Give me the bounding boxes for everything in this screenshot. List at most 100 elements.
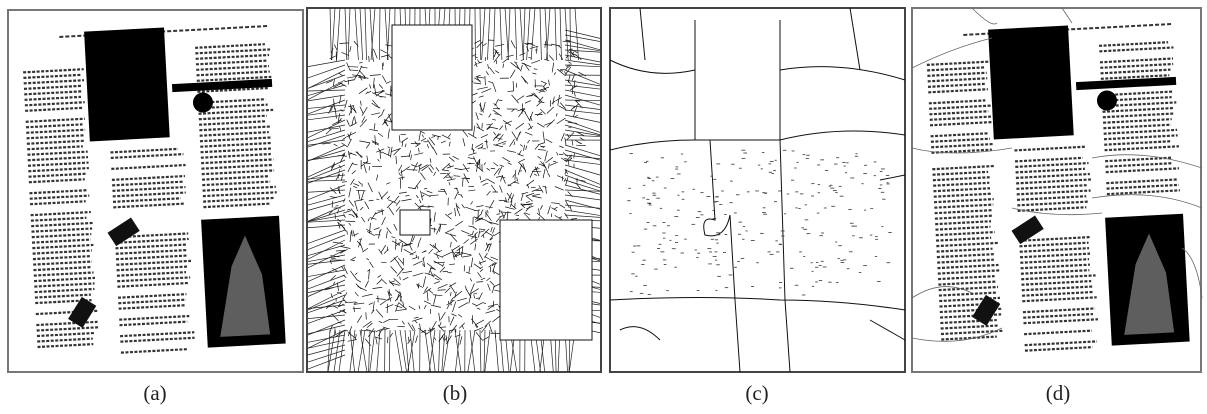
voronoi-edge xyxy=(347,208,351,211)
voronoi-edge xyxy=(358,76,366,80)
voronoi-edge xyxy=(521,203,532,206)
voronoi-edge xyxy=(395,206,401,212)
voronoi-edge xyxy=(443,337,448,342)
voronoi-edge xyxy=(459,167,470,171)
voronoi-edge xyxy=(374,105,381,109)
voronoi-edge xyxy=(564,79,601,87)
voronoi-edge xyxy=(489,234,495,241)
voronoi-edge xyxy=(565,177,569,186)
caption: (c) xyxy=(745,381,768,405)
region-boundary xyxy=(869,319,906,341)
voronoi-edge xyxy=(398,172,401,176)
text-line xyxy=(1106,178,1177,185)
voronoi-edge xyxy=(475,142,483,148)
text-line xyxy=(23,68,84,74)
voronoi-edge xyxy=(559,102,566,109)
voronoi-edge xyxy=(376,198,380,201)
voronoi-edge xyxy=(485,310,495,314)
voronoi-edge xyxy=(477,86,488,90)
voronoi-edge xyxy=(510,203,517,210)
voronoi-edge xyxy=(453,251,460,257)
document xyxy=(23,24,286,354)
voronoi-edge xyxy=(442,251,453,258)
voronoi-edge xyxy=(547,205,551,215)
voronoi-edge xyxy=(514,169,517,180)
voronoi-edge xyxy=(404,329,410,373)
voronoi-edge xyxy=(369,128,378,132)
voronoi-edge xyxy=(533,166,539,171)
voronoi-edge xyxy=(455,220,464,227)
voronoi-edge xyxy=(482,234,485,239)
voronoi-edge xyxy=(334,328,336,334)
voronoi-edge xyxy=(502,157,511,163)
voronoi-edge xyxy=(307,69,346,89)
text-line xyxy=(1106,183,1179,190)
voronoi-edge xyxy=(562,152,569,157)
voronoi-edge xyxy=(338,169,341,173)
voronoi-edge xyxy=(347,66,359,68)
text-line xyxy=(1015,167,1085,174)
text-line xyxy=(1105,156,1173,163)
voronoi-edge xyxy=(532,72,537,75)
voronoi-edge xyxy=(504,125,507,131)
voronoi-edge xyxy=(432,244,441,253)
voronoi-edge xyxy=(492,300,495,308)
text-line xyxy=(1015,172,1090,179)
voronoi-edge xyxy=(439,224,442,232)
voronoi-edge xyxy=(413,260,423,266)
voronoi-edge xyxy=(307,179,346,182)
voronoi-edge xyxy=(518,170,523,172)
voronoi-edge xyxy=(412,317,423,322)
text-line xyxy=(1022,307,1096,314)
voronoi-edge xyxy=(456,208,461,217)
text-line xyxy=(198,114,267,121)
voronoi-edge xyxy=(339,125,342,132)
voronoi-edge xyxy=(559,145,564,148)
voronoi-edge xyxy=(346,230,348,235)
voronoi-edge xyxy=(477,159,481,166)
voronoi-edge xyxy=(462,163,469,173)
voronoi-edge xyxy=(426,190,433,194)
voronoi-edge xyxy=(564,39,601,51)
object xyxy=(1011,215,1044,245)
text-line xyxy=(32,254,91,261)
voronoi-edge xyxy=(480,179,487,183)
voronoi-edge xyxy=(561,157,567,162)
voronoi-edge xyxy=(368,269,370,280)
voronoi-edge xyxy=(372,141,379,146)
voronoi-edge xyxy=(364,280,369,288)
voronoi-edge xyxy=(446,304,450,310)
voronoi-edge xyxy=(370,211,377,221)
voronoi-edge xyxy=(520,193,524,201)
voronoi-edge xyxy=(381,109,385,115)
voronoi-edge xyxy=(468,189,476,192)
voronoi-edge xyxy=(400,166,410,174)
voronoi-edge xyxy=(397,257,404,264)
voronoi-edge xyxy=(514,7,518,61)
voronoi-edge xyxy=(546,7,551,61)
text-line xyxy=(111,174,185,181)
voronoi-edge xyxy=(557,175,564,179)
voronoi-edge xyxy=(347,162,354,173)
voronoi-edge xyxy=(564,209,601,216)
voronoi-edge xyxy=(378,230,381,239)
voronoi-edge xyxy=(522,77,527,83)
text-line xyxy=(1024,329,1093,336)
voronoi-edge xyxy=(395,155,397,165)
voronoi-edge xyxy=(480,209,484,214)
voronoi-edge xyxy=(427,327,435,332)
voronoi-edge xyxy=(418,305,421,310)
voronoi-edge xyxy=(911,327,1003,342)
text-line xyxy=(1102,101,1177,108)
voronoi-edge xyxy=(557,45,562,49)
voronoi-edge xyxy=(361,116,366,123)
voronoi-edge xyxy=(386,201,394,209)
voronoi-edge xyxy=(307,259,346,265)
voronoi-edge xyxy=(468,152,477,156)
voronoi-edge xyxy=(401,137,409,143)
voronoi-edge xyxy=(307,224,346,229)
voronoi-edge xyxy=(433,171,437,176)
voronoi-edge xyxy=(564,119,601,133)
text-line xyxy=(34,282,95,288)
voronoi-edge xyxy=(378,320,383,324)
